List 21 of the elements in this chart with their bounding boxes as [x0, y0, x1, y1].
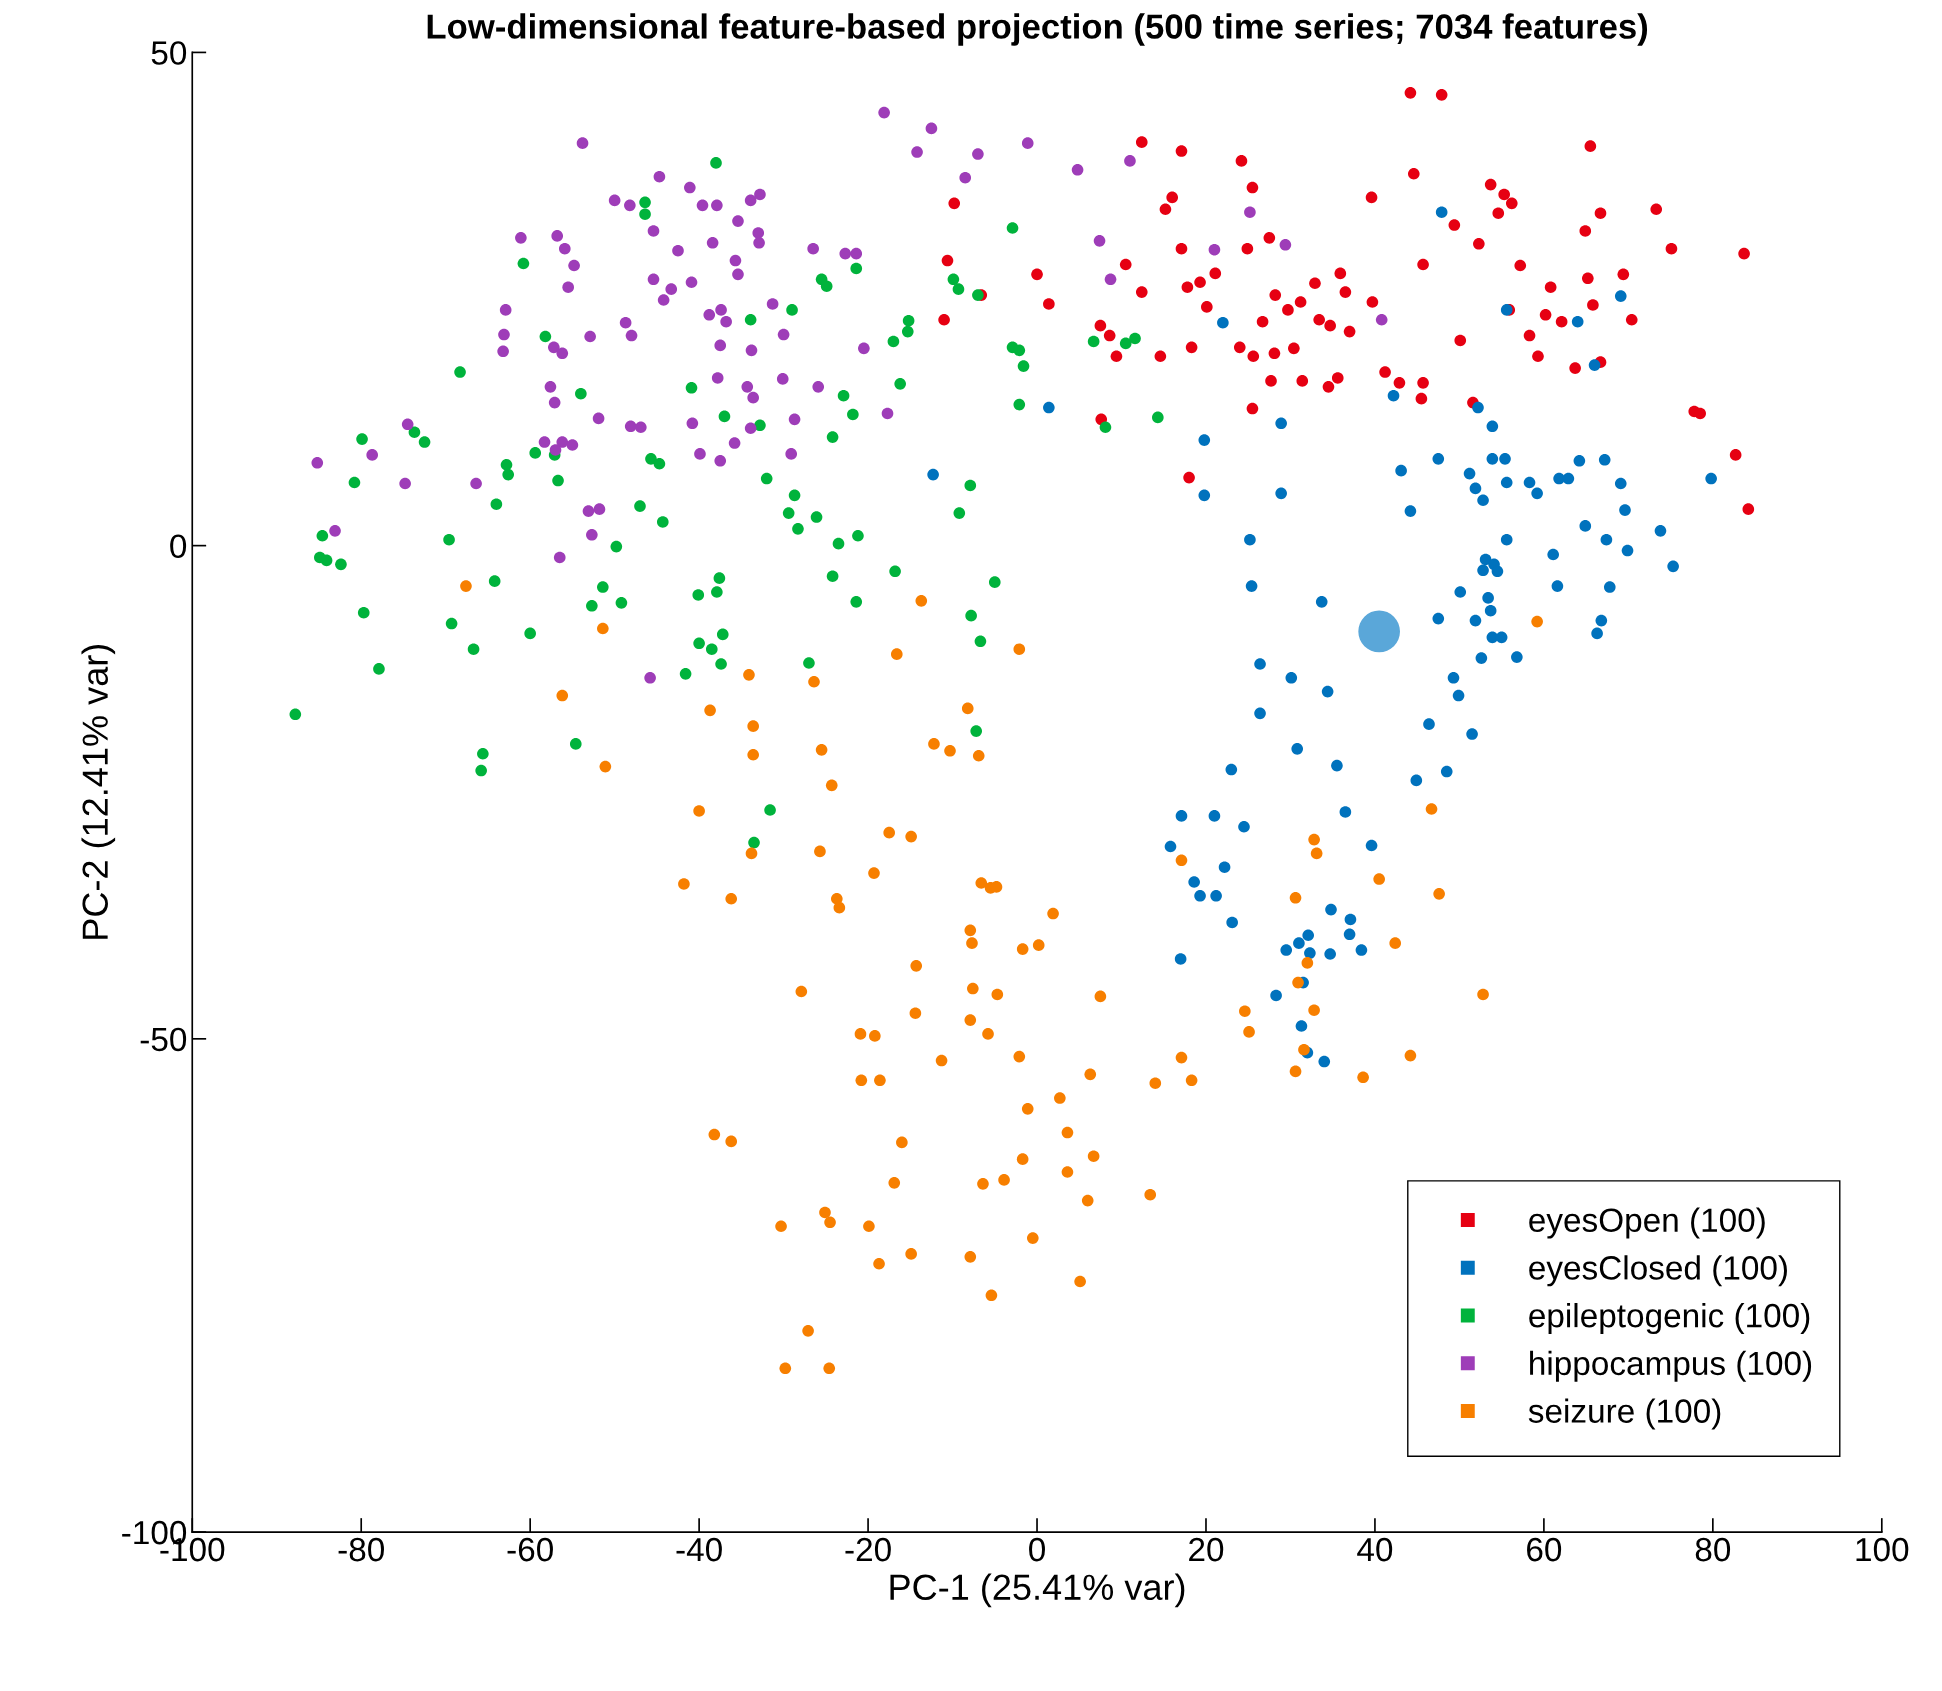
x-tick-label: 80	[1695, 1537, 1731, 1562]
legend-label: eyesClosed (100)	[1529, 1255, 1787, 1287]
x-tick-label: 0	[1029, 1537, 1045, 1562]
y-tick-label: 0	[170, 534, 187, 559]
legend-label: hippocampus (100)	[1530, 1350, 1812, 1382]
x-tick-label: -40	[676, 1537, 722, 1562]
x-tick-label: 40	[1357, 1537, 1393, 1562]
x-tick-label: -80	[338, 1537, 384, 1562]
x-tick-label: 100	[1856, 1537, 1909, 1562]
y-tick-label: -50	[140, 1027, 187, 1052]
legend-label: eyesOpen (100)	[1529, 1207, 1765, 1239]
legend-label: seizure (100)	[1528, 1398, 1721, 1430]
x-tick-label: 20	[1189, 1537, 1224, 1562]
y-tick-label: 50	[151, 41, 187, 65]
x-axis-title: PC-1 (25.41% var)	[890, 1573, 1185, 1608]
chart-title: Low-dimensional feature-based projection (500 time series; 7034 features)	[427, 13, 1648, 46]
y-axis-title: PC-2 (12.41% var)	[81, 644, 116, 939]
x-tick-label: -20	[845, 1537, 891, 1562]
x-tick-label: -60	[507, 1537, 553, 1562]
x-tick-label: 60	[1527, 1537, 1562, 1562]
legend-label: epileptogenic (100)	[1529, 1302, 1810, 1335]
